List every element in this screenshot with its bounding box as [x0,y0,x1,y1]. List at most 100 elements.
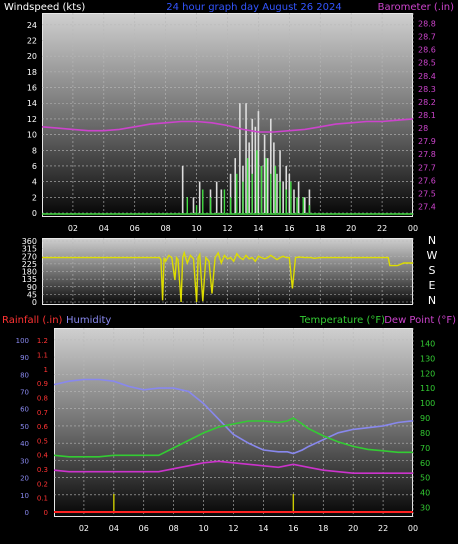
dewpoint-line [53,460,413,475]
rain-y-tick: 0.9 [37,380,48,388]
baro-y-tick: 28.7 [418,33,436,42]
direction-y-tick: 180 [22,268,37,277]
temp-y-tick: 60 [420,459,430,468]
temp-y-tick: 140 [420,339,435,348]
wind-x-tick: 06 [130,224,140,233]
temp-x-tick: 08 [169,524,179,533]
humidity-y-tick: 100 [16,337,29,345]
wind-x-tick: 18 [315,224,325,233]
wind-x-tick: 10 [191,224,201,233]
humidity-y-tick: 90 [20,354,29,362]
wind-y-tick: 18 [27,68,37,77]
rain-ylabel: Rainfall (.in) [2,315,63,326]
baro-y-tick: 28.3 [418,85,436,94]
humidity-y-tick: 0 [25,509,29,517]
rain-y-tick: 0.4 [37,452,49,460]
wind-ylabel: Windspeed (kts) [4,2,85,13]
baro-y-tick: 27.7 [418,163,436,172]
temp-y-tick: 40 [420,489,430,498]
humidity-y-tick: 40 [20,440,29,448]
wind-y-tick: 10 [27,131,37,140]
direction-letter: S [429,264,436,277]
temp-y-tick: 120 [420,369,435,378]
baro-ylabel: Barometer (.in) [378,2,454,13]
wind-y-tick: 6 [32,162,37,171]
baro-y-tick: 28 [418,124,428,133]
rain-y-tick: 1.2 [37,337,48,345]
humidity-y-tick: 30 [20,457,29,465]
direction-y-tick: 135 [22,275,37,284]
direction-y-tick: 45 [27,290,37,299]
temp-x-tick: 18 [318,524,328,533]
wind-x-tick: 14 [253,224,263,233]
humidity-y-tick: 20 [20,475,29,483]
wind-x-tick: 08 [161,224,171,233]
rain-y-tick: 0.3 [37,466,48,474]
temp-y-tick: 30 [420,504,430,513]
temp-x-tick: 00 [408,524,418,533]
wind-x-tick: 16 [284,224,294,233]
temp-x-tick: 02 [79,524,89,533]
wind-x-tick: 20 [346,224,356,233]
wind-x-tick: 22 [377,224,387,233]
temp-y-tick: 100 [420,399,435,408]
wind-y-tick: 8 [32,146,37,155]
temp-x-tick: 22 [378,524,388,533]
wind-y-tick: 2 [32,193,37,202]
temp-y-tick: 110 [420,384,435,393]
baro-y-tick: 28.6 [418,46,436,55]
wind-direction-line [42,250,413,303]
direction-letter: E [429,279,436,292]
temp-x-tick: 12 [228,524,238,533]
temp-x-tick: 06 [139,524,149,533]
temp-x-tick: 04 [109,524,119,533]
rain-y-tick: 0.5 [37,437,48,445]
direction-y-tick: 90 [27,283,37,292]
direction-letter: N [428,234,436,247]
wind-y-tick: 20 [27,52,37,61]
rain-y-tick: 0 [44,509,48,517]
temperature-line [53,417,413,458]
direction-letter: N [428,294,436,307]
direction-y-tick: 225 [22,260,37,269]
barometer-line [41,118,414,133]
temp-y-tick: 70 [420,444,430,453]
humidity-y-tick: 50 [20,423,29,431]
wind-x-tick: 12 [222,224,232,233]
temp-y-tick: 50 [420,474,430,483]
rain-y-tick: 0.6 [37,423,49,431]
wind-y-tick: 16 [27,84,37,93]
temp-y-tick: 130 [420,354,435,363]
humidity-ylabel: Humidity [66,315,111,326]
baro-y-tick: 28.5 [418,59,436,68]
direction-y-tick: 0 [32,298,37,307]
baro-y-tick: 27.6 [418,176,436,185]
baro-y-tick: 27.8 [418,150,436,159]
temp-x-tick: 20 [348,524,358,533]
temp-x-tick: 10 [198,524,208,533]
direction-y-tick: 315 [22,245,37,254]
baro-y-tick: 28.1 [418,111,436,120]
dewpoint-ylabel: Dew Point (°F) [384,315,456,326]
rain-y-tick: 1 [44,366,48,374]
wind-y-tick: 12 [27,115,37,124]
wind-x-tick: 00 [408,224,418,233]
humidity-y-tick: 60 [20,406,29,414]
wind-y-tick: 0 [32,209,37,218]
baro-y-tick: 27.9 [418,137,436,146]
temp-x-tick: 16 [288,524,298,533]
temp-y-tick: 90 [420,414,430,423]
humidity-y-tick: 70 [20,389,29,397]
wind-y-tick: 4 [32,178,37,187]
wind-y-tick: 22 [27,37,37,46]
temp-y-tick: 80 [420,429,430,438]
rain-y-tick: 0.7 [37,409,48,417]
rain-y-tick: 1.1 [37,351,48,359]
humidity-y-tick: 80 [20,371,29,379]
baro-y-tick: 28.2 [418,98,436,107]
rain-y-tick: 0.8 [37,394,48,402]
humidity-line [53,378,414,455]
temp-ylabel: Temperature (°F) [299,315,385,326]
